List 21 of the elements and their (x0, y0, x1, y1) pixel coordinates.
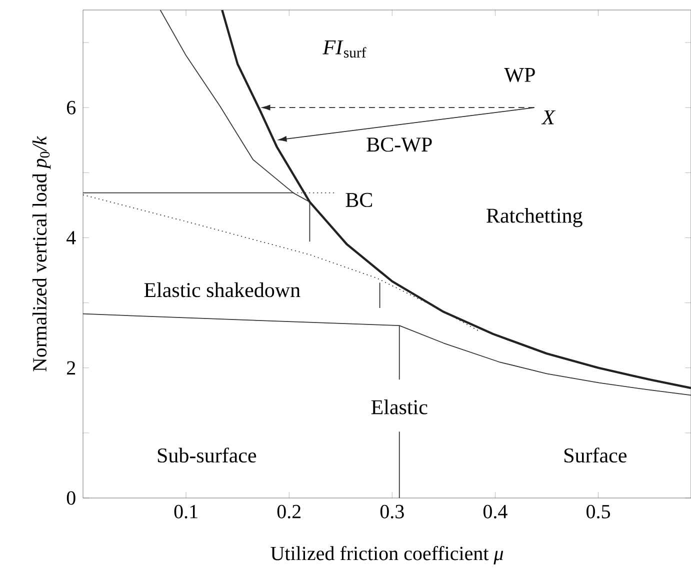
annotation: WP (504, 68, 535, 82)
annotation: BC-WP (366, 138, 432, 152)
x-tick-label: 0.5 (586, 504, 610, 518)
annotation: Elastic shakedown (144, 282, 300, 298)
x-tick-label: 0.4 (483, 504, 508, 518)
x-tick-label: 0.1 (174, 504, 198, 518)
y-tick-label: 2 (67, 361, 76, 374)
x-tick-label: 0.3 (380, 504, 404, 518)
y-tick-label: 4 (66, 231, 76, 244)
x-axis-title: Utilized friction coefficient μ (270, 546, 504, 564)
annotation: BC (346, 192, 372, 208)
annotation: FI$_{surf}$ (322, 40, 366, 58)
annotation: X (541, 110, 556, 124)
annotation: Elastic (371, 400, 428, 414)
y-tick-label: 0 (66, 491, 76, 505)
y-axis-title: Normalized vertical load p$_{0}$/k (32, 136, 51, 372)
annotation: Ratchetting (486, 208, 582, 228)
annotation: Sub-surface (158, 448, 256, 463)
y-tick-label: 6 (66, 100, 76, 114)
x-tick-label: 0.2 (277, 504, 300, 518)
annotation: Surface (564, 448, 627, 463)
